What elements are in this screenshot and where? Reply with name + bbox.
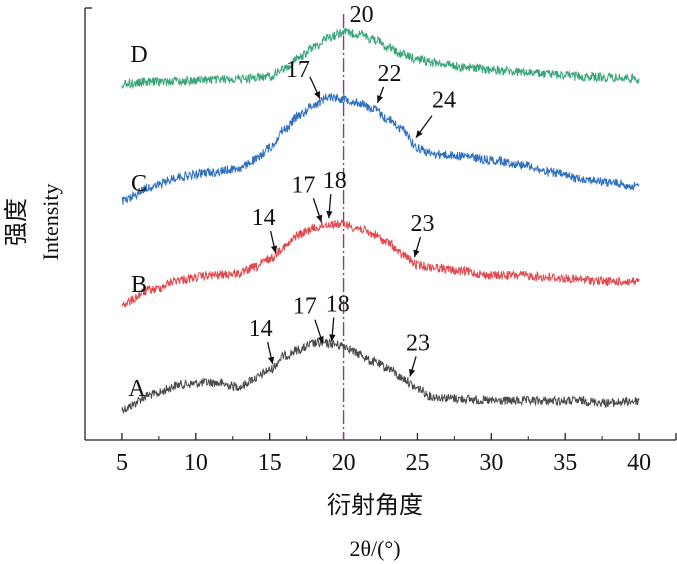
peak-label-A-17: 17	[293, 294, 317, 320]
peak-label-A-14: 14	[249, 316, 273, 342]
y-axis-title: 强度	[2, 198, 30, 246]
peak-label-B-18: 18	[323, 168, 347, 194]
annotation-arrowhead	[267, 356, 275, 365]
y-axis-title-en: Intensity	[38, 184, 63, 261]
peak-label-B-23: 23	[410, 211, 434, 237]
series-labels: A B C D	[128, 42, 147, 402]
x-ticks: 5 10 15 20 25 30 35 40	[84, 433, 677, 476]
x-axis-title: 衍射角度	[327, 491, 423, 519]
x-tick-label: 15	[258, 450, 282, 476]
peak-label-C-24: 24	[432, 88, 456, 114]
series-label-D: D	[130, 42, 147, 68]
series-line-B	[121, 219, 640, 309]
x-tick-label: 40	[627, 450, 651, 476]
peak-label-B-14: 14	[252, 205, 276, 231]
peak-annotations: 14 17 18 23 14 17 18 23 17 22 24 20	[249, 2, 456, 377]
x-tick-label: 30	[479, 450, 503, 476]
x-tick-label: 5	[116, 450, 128, 476]
series-line-C	[121, 93, 640, 205]
x-axis-unit: 2θ/(°)	[349, 536, 400, 561]
peak-label-C-22: 22	[378, 61, 402, 87]
peak-label-B-17: 17	[291, 172, 315, 198]
annotation-arrowhead	[326, 210, 333, 219]
annotation-arrowhead	[329, 334, 336, 342]
x-tick-label: 25	[405, 450, 429, 476]
annotation-arrowhead	[415, 130, 423, 138]
annotation-arrowhead	[413, 249, 420, 258]
x-tick-label: 35	[553, 450, 577, 476]
series-label-B: B	[131, 272, 147, 298]
series-label-A: A	[128, 376, 146, 402]
peak-label-A-18: 18	[326, 292, 350, 318]
series-line-A	[121, 337, 640, 414]
peak-label-D-20: 20	[350, 2, 374, 28]
annotation-arrowhead	[377, 95, 383, 103]
series-traces	[121, 14, 640, 440]
annotation-arrowhead	[314, 91, 320, 99]
annotation-arrowhead	[270, 245, 278, 253]
x-tick-label: 20	[332, 450, 356, 476]
annotation-arrowhead	[408, 368, 416, 377]
annotation-arrowhead	[316, 214, 323, 223]
peak-label-C-17: 17	[286, 57, 310, 83]
x-tick-label: 10	[184, 450, 208, 476]
peak-label-A-23: 23	[406, 330, 430, 356]
series-label-C: C	[131, 171, 147, 197]
annotation-arrowhead	[317, 335, 324, 344]
series-line-D	[121, 27, 640, 90]
